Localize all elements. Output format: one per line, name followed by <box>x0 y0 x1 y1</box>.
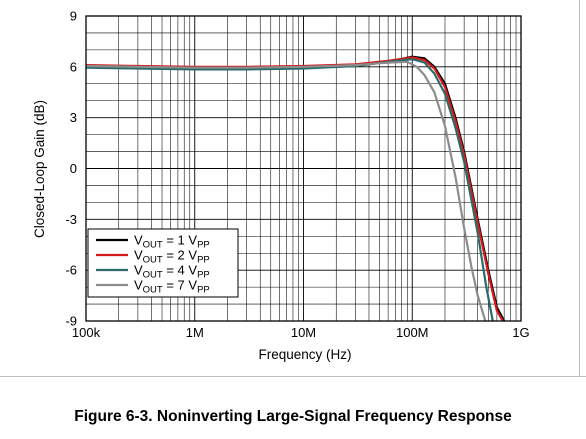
chart-series-group <box>85 55 506 322</box>
x-axis-label: Frequency (Hz) <box>258 347 351 362</box>
y-tick-label: -3 <box>65 212 77 227</box>
x-tick-label: 100k <box>72 325 101 340</box>
y-tick-label: 3 <box>70 110 77 125</box>
y-tick-label: 6 <box>70 59 77 74</box>
legend-label-3: VOUT = 4 VPP <box>134 263 210 281</box>
y-tick-labels: 9 6 3 0 -3 -6 -9 <box>65 9 77 329</box>
x-tick-label: 10M <box>291 325 316 340</box>
divider-horizontal <box>0 376 586 377</box>
series-line-4 <box>85 60 487 322</box>
legend-label-2: VOUT = 2 VPP <box>134 248 210 266</box>
divider-vertical <box>579 0 580 376</box>
series-line-3 <box>85 58 494 322</box>
y-axis-label: Closed-Loop Gain (dB) <box>32 100 47 238</box>
y-tick-label: -9 <box>65 314 77 329</box>
plot-border <box>85 15 522 322</box>
legend-label-1: VOUT = 1 VPP <box>134 233 210 251</box>
x-tick-label: 1M <box>186 325 204 340</box>
y-tick-label: -6 <box>65 263 77 278</box>
y-tick-label: 0 <box>70 161 77 176</box>
y-tick-label: 9 <box>70 9 77 24</box>
x-tick-label: 1G <box>512 325 529 340</box>
x-tick-label: 100M <box>396 325 429 340</box>
figure-caption: Figure 6-3. Noninverting Large-Signal Fr… <box>74 408 512 425</box>
legend-label-4: VOUT = 7 VPP <box>134 278 210 296</box>
chart: 9 6 3 0 -3 -6 -9 100k 1M 10M 100M 1G Frequency (Hz… <box>32 9 530 363</box>
chart-frame <box>85 15 522 322</box>
x-tick-labels: 100k 1M 10M 100M 1G <box>72 325 530 340</box>
